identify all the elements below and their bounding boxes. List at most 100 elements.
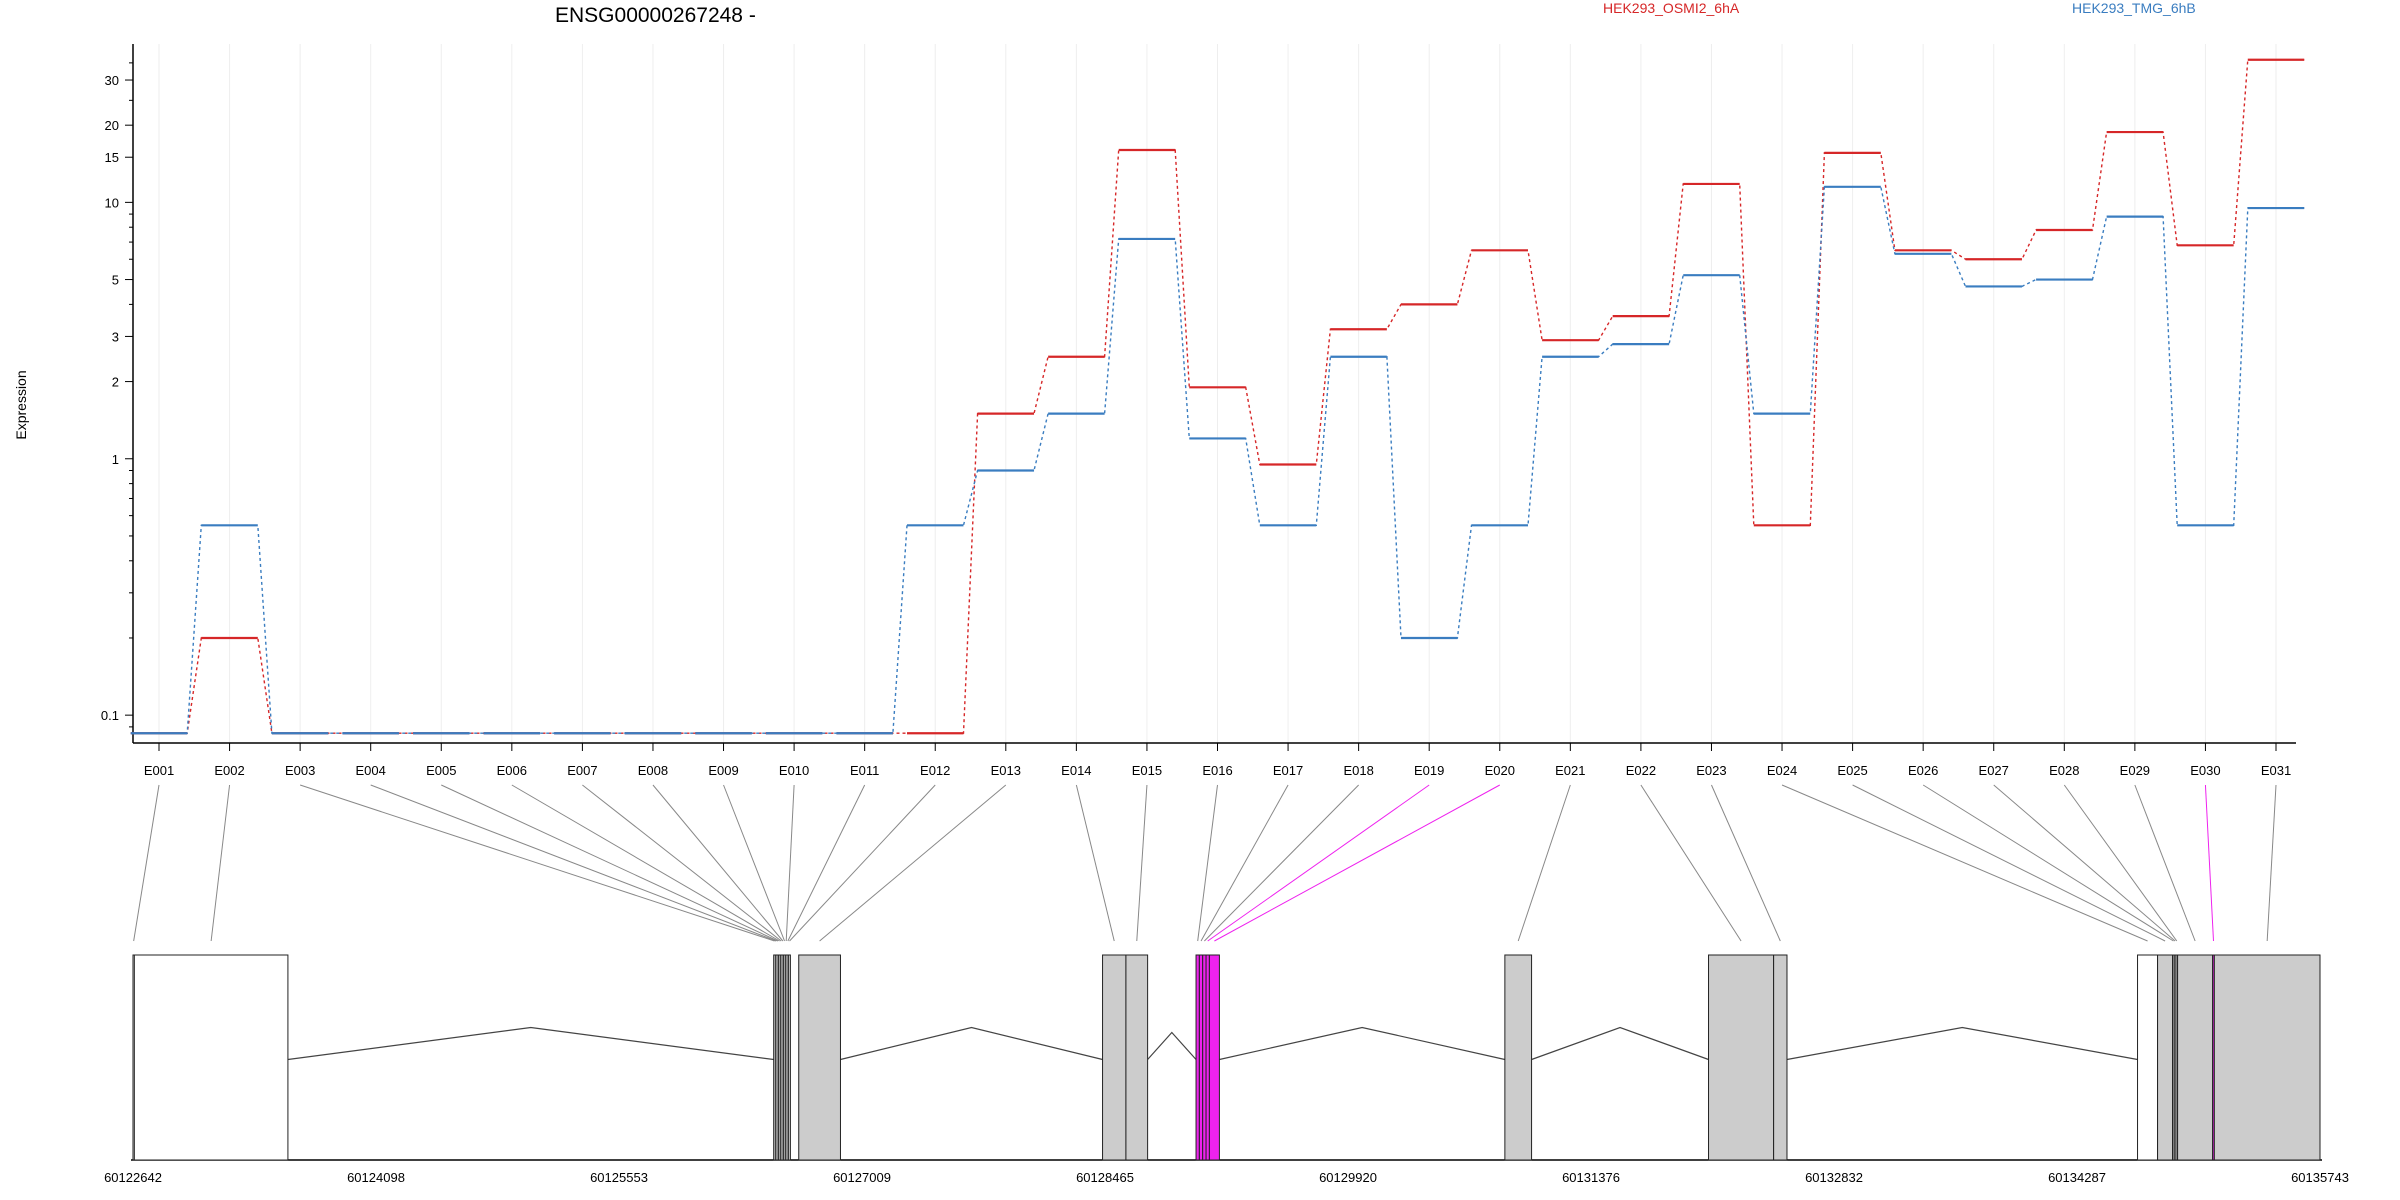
x-tick-label: E024 [1767,763,1797,778]
x-tick-label: E001 [144,763,174,778]
genomic-coordinate-label: 60129920 [1319,1170,1377,1185]
connector-E024 [1781,784,2148,942]
x-tick-label: E015 [1132,763,1162,778]
x-tick-label: E002 [214,763,244,778]
x-tick-label: E018 [1343,763,1373,778]
genomic-coordinate-label: 60132832 [1805,1170,1863,1185]
series-line-1 [130,59,2305,734]
x-tick-label: E006 [497,763,527,778]
connector-E022 [1640,784,1742,942]
intron [1219,1026,1505,1061]
y-tick-label: 5 [112,273,119,288]
connector-E016 [1197,784,1218,942]
x-tick-label: E020 [1485,763,1515,778]
y-tick-label: 3 [112,329,119,344]
exon-E015 [1125,954,1149,1161]
connector-E029 [2134,784,2196,942]
axes-layer: 0.1 1 2 3 5 10 15 20 30 E001 E002 E003 E004 E005 E006 E… [101,44,2296,778]
exon-E016 [1195,954,1200,1161]
connector-E004 [370,784,777,942]
exon-E024 [2137,954,2159,1161]
x-tick-label: E030 [2190,763,2220,778]
x-tick-label: E029 [2120,763,2150,778]
connector-E031 [2266,784,2277,942]
connector-E018 [1204,784,1359,942]
x-tick-label: E026 [1908,763,1938,778]
x-tick-label: E008 [638,763,668,778]
connector-E025 [1852,784,2166,942]
genomic-coordinate-label: 60124098 [347,1170,405,1185]
y-axis-label: Expression [13,370,29,439]
x-tick-label: E017 [1273,763,1303,778]
connector-E011 [787,784,866,942]
y-tick-label: 2 [112,375,119,390]
gene-model: 60122642 60124098 60125553 60127009 60128465… [104,954,2349,1185]
x-tick-label: E028 [2049,763,2079,778]
exon-E014 [1102,954,1127,1161]
genomic-coordinate-label: 60135743 [2291,1170,2349,1185]
connector-E030 [2204,784,2214,942]
connector-E007 [582,784,782,942]
x-tick-label: E010 [779,763,809,778]
connector-E021 [1517,784,1571,942]
series-layer [130,58,2305,735]
x-tick-label: E014 [1061,763,1091,778]
connector-E010 [785,784,795,942]
y-tick-label: 0.1 [101,708,119,723]
connector-E027 [1993,784,2176,942]
genomic-coordinate-label: 60127009 [833,1170,891,1185]
x-tick-label: E003 [285,763,315,778]
connector-E012 [789,784,936,942]
intron [1786,1026,2138,1061]
connector-E008 [652,784,784,942]
connector-E003 [299,784,775,942]
x-tick-label: E011 [850,763,879,778]
intron [840,1026,1103,1061]
intron [1531,1026,1709,1061]
connector-E028 [2063,784,2178,942]
connector-E020 [1214,784,1501,942]
exon-E025 [2157,954,2174,1161]
x-tick-label: E021 [1555,763,1585,778]
x-tick-label: E025 [1837,763,1867,778]
exon-E002 [133,954,289,1161]
x-tick-label: E019 [1414,763,1444,778]
x-tick-label: E004 [356,763,386,778]
exon-E029 [2177,954,2214,1161]
exon-E019 [1205,954,1210,1161]
exon-E013 [798,954,841,1161]
genomic-coordinate-label: 60125553 [590,1170,648,1185]
x-tick-label: E007 [567,763,597,778]
exon-E020 [1208,954,1220,1161]
connector-E001 [133,784,160,942]
exon-E031 [2213,954,2321,1161]
genomic-coordinate-label: 60134287 [2048,1170,2106,1185]
legend-entry-series-1: HEK293_OSMI2_6hA [1603,0,1740,16]
connector-E014 [1075,784,1115,942]
x-tick-label: E027 [1979,763,2009,778]
y-tick-label: 20 [105,118,119,133]
connector-layer [133,784,2277,942]
connector-E023 [1711,784,1781,942]
connector-E006 [511,784,780,942]
exon-E018 [1202,954,1207,1161]
x-tick-label: E012 [920,763,950,778]
connector-E015 [1136,784,1148,942]
x-tick-label: E005 [426,763,456,778]
connector-E009 [723,784,786,942]
connector-E013 [819,784,1007,942]
genomic-coordinate-label: 60128465 [1076,1170,1134,1185]
exon-E012 [788,954,791,1161]
series-line-2 [130,186,2305,734]
connector-E002 [210,784,231,942]
x-tick-label: E016 [1202,763,1232,778]
y-tick-label: 15 [105,150,119,165]
connector-E017 [1200,784,1289,942]
exon-E017 [1198,954,1204,1161]
x-tick-label: E031 [2261,763,2291,778]
connector-E005 [441,784,779,942]
x-tick-label: E023 [1696,763,1726,778]
chart-title: ENSG00000267248 - [555,4,756,27]
connector-E019 [1207,784,1430,942]
y-tick-label: 1 [112,452,119,467]
